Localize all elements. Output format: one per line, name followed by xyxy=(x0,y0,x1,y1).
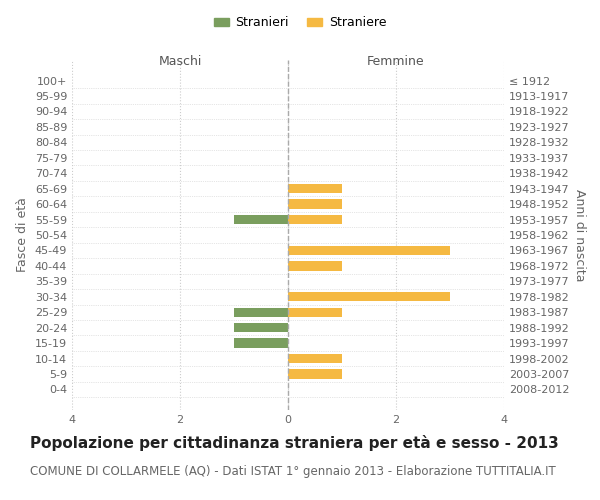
Bar xyxy=(288,354,342,363)
Bar xyxy=(288,308,342,317)
Text: Popolazione per cittadinanza straniera per età e sesso - 2013: Popolazione per cittadinanza straniera p… xyxy=(30,435,559,451)
Bar xyxy=(234,338,288,348)
Text: Femmine: Femmine xyxy=(367,55,425,68)
Text: COMUNE DI COLLARMELE (AQ) - Dati ISTAT 1° gennaio 2013 - Elaborazione TUTTITALIA: COMUNE DI COLLARMELE (AQ) - Dati ISTAT 1… xyxy=(30,465,556,478)
Bar xyxy=(288,370,342,378)
Bar xyxy=(288,246,450,255)
Bar xyxy=(234,215,288,224)
Bar xyxy=(234,323,288,332)
Bar xyxy=(288,215,342,224)
Bar xyxy=(234,308,288,317)
Y-axis label: Fasce di età: Fasce di età xyxy=(16,198,29,272)
Text: Maschi: Maschi xyxy=(158,55,202,68)
Bar xyxy=(288,262,342,270)
Y-axis label: Anni di nascita: Anni di nascita xyxy=(573,188,586,281)
Legend: Stranieri, Straniere: Stranieri, Straniere xyxy=(209,11,391,34)
Bar xyxy=(288,292,450,302)
Bar xyxy=(288,200,342,208)
Bar xyxy=(288,184,342,194)
